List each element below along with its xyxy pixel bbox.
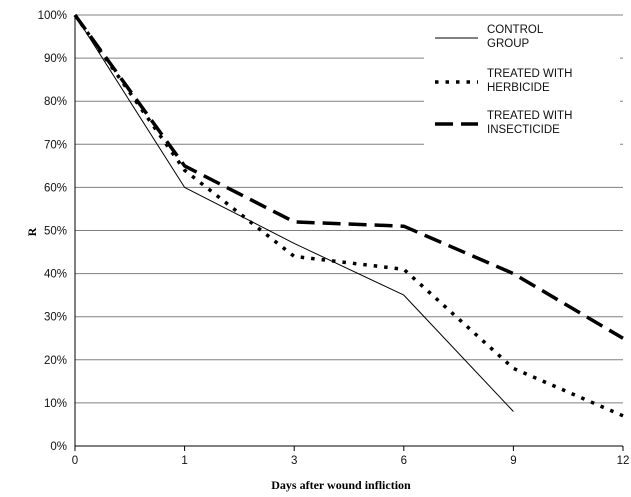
x-axis-ticks: 0 1 3 6 9 12 — [72, 446, 630, 467]
series-line-dotted — [73, 13, 624, 418]
y-axis-title: R — [25, 227, 39, 236]
y-tick-label: 60% — [44, 182, 67, 194]
y-tick-label: 30% — [44, 312, 67, 324]
legend: CONTROL GROUP TREATED WITH HERBICIDE TREATED… — [424, 18, 620, 152]
x-tick-label: 1 — [181, 455, 187, 467]
x-tick-label: 9 — [510, 455, 516, 467]
series-line-solid — [74, 14, 514, 412]
x-axis-title: Days after wound infliction — [271, 478, 411, 492]
x-tick-label: 0 — [72, 455, 78, 467]
legend-label: GROUP — [487, 38, 530, 50]
y-tick-label: 80% — [44, 96, 67, 108]
y-tick-label: 0% — [50, 441, 67, 453]
legend-label: TREATED WITH — [487, 110, 572, 122]
y-tick-label: 20% — [44, 355, 67, 367]
x-tick-label: 6 — [401, 455, 407, 467]
y-tick-label: 40% — [44, 269, 67, 281]
legend-background — [424, 18, 620, 152]
legend-label: TREATED WITH — [487, 68, 572, 80]
y-tick-label: 100% — [38, 10, 67, 22]
legend-label: CONTROL — [487, 24, 544, 36]
y-tick-label: 70% — [44, 139, 67, 151]
series-lines — [73, 13, 624, 418]
axes — [74, 15, 623, 447]
y-tick-label: 10% — [44, 398, 67, 410]
y-tick-label: 50% — [44, 226, 67, 238]
legend-label: INSECTICIDE — [487, 124, 560, 136]
y-tick-label: 90% — [44, 53, 67, 65]
y-axis-ticks: 0% 10% 20% 30% 40% 50% 60% 70% 80% 90% 100% — [38, 10, 67, 453]
x-tick-label: 12 — [617, 455, 630, 467]
x-tick-label: 3 — [291, 455, 297, 467]
series-line-dashed — [73, 13, 624, 340]
legend-label: HERBICIDE — [487, 82, 550, 94]
